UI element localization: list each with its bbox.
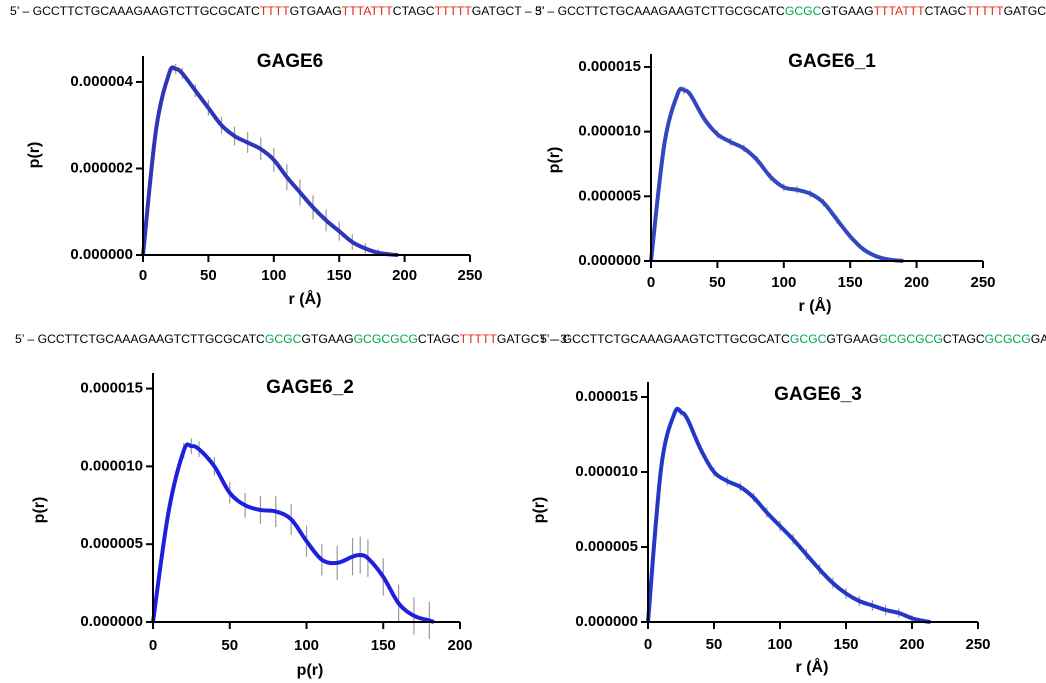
x-tick-label: 150 xyxy=(833,636,858,653)
chart: 5’ – GCCTTCTGCAAAGAAGTCTTGCGCATCGCGCGTGA… xyxy=(15,332,570,679)
sequence-segment: 5’ – GCCTTCTGCAAAGAAGTCTTGCGCATC xyxy=(535,4,785,18)
y-tick-label: 0.000004 xyxy=(70,73,133,90)
x-axis-label: r (Å) xyxy=(289,289,322,308)
sequence-segment: GCGCGCG xyxy=(879,332,943,346)
chart: 5’ – GCCTTCTGCAAAGAAGTCTTGCGCATCGCGCGTGA… xyxy=(535,4,1046,315)
x-tick-label: 0 xyxy=(149,637,157,654)
y-tick-label: 0.000015 xyxy=(578,58,641,75)
sequence-segment: GCGCG xyxy=(985,332,1031,346)
sequence-segment: GCGC xyxy=(790,332,827,346)
sequence-segment: TTTTT xyxy=(435,4,473,18)
x-tick-label: 100 xyxy=(771,274,796,291)
y-tick-label: 0.000015 xyxy=(80,380,143,397)
x-tick-label: 100 xyxy=(261,267,286,284)
x-tick-label: 50 xyxy=(709,274,726,291)
y-tick-label: 0.000010 xyxy=(80,457,143,474)
sequence-segment: CTAGC xyxy=(393,4,435,18)
sequence: 5’ – GCCTTCTGCAAAGAAGTCTTGCGCATCGCGCGTGA… xyxy=(15,332,570,346)
sequence-segment: 5’ – GCCTTCTGCAAAGAAGTCTTGCGCATC xyxy=(540,332,790,346)
y-tick-label: 0.000015 xyxy=(575,388,638,405)
sequence-segment: GATGCT – 3’ xyxy=(1031,332,1046,346)
x-tick-label: 100 xyxy=(294,637,319,654)
x-axis-label: r (Å) xyxy=(799,296,832,315)
y-axis-label: p(r) xyxy=(26,142,43,169)
x-tick-label: 0 xyxy=(139,267,147,284)
x-tick-label: 200 xyxy=(904,274,929,291)
sequence-segment: GCGC xyxy=(785,4,822,18)
chart: 5’ – GCCTTCTGCAAAGAAGTCTTGCGCATCGCGCGTGA… xyxy=(531,332,1046,676)
sequence: 5’ – GCCTTCTGCAAAGAAGTCTTGCGCATCGCGCGTGA… xyxy=(540,332,1046,346)
x-tick-label: 0 xyxy=(644,636,652,653)
x-tick-label: 200 xyxy=(447,637,472,654)
x-tick-label: 50 xyxy=(221,637,238,654)
y-tick-label: 0.000010 xyxy=(578,123,641,140)
x-tick-label: 150 xyxy=(327,267,352,284)
x-axis-label: r (Å) xyxy=(796,657,829,676)
sequence-segment: GATGCT – 3’ xyxy=(1004,4,1046,18)
sequence-segment: GCGCGCG xyxy=(354,332,418,346)
data-line xyxy=(141,65,399,257)
x-tick-label: 50 xyxy=(200,267,217,284)
chart-title: GAGE6_1 xyxy=(788,51,876,72)
sequence-segment: TTTATTT xyxy=(342,4,394,18)
sequence-segment: GCGC xyxy=(265,332,302,346)
sequence-segment: GTGAAG xyxy=(821,4,873,18)
x-tick-label: 200 xyxy=(899,636,924,653)
sequence: 5’ – GCCTTCTGCAAAGAAGTCTTGCGCATCTTTTGTGA… xyxy=(10,4,545,18)
data-line xyxy=(649,86,904,263)
chart: 5’ – GCCTTCTGCAAAGAAGTCTTGCGCATCTTTTGTGA… xyxy=(10,4,545,308)
x-tick-label: 250 xyxy=(965,636,990,653)
y-tick-label: 0.000000 xyxy=(80,613,143,630)
y-tick-label: 0.000000 xyxy=(578,252,641,269)
sequence-segment: GTGAAG xyxy=(290,4,342,18)
x-axis-label: p(r) xyxy=(297,662,324,679)
y-tick-label: 0.000000 xyxy=(575,613,638,630)
sequence-segment: GTGAAG xyxy=(826,332,878,346)
x-tick-label: 100 xyxy=(767,636,792,653)
y-tick-label: 0.000005 xyxy=(578,187,641,204)
sequence-segment: 5’ – GCCTTCTGCAAAGAAGTCTTGCGCATC xyxy=(15,332,265,346)
y-tick-label: 0.000005 xyxy=(80,535,143,552)
sequence-segment: GATGCT – 3’ xyxy=(497,332,570,346)
chart-title: GAGE6_2 xyxy=(266,377,354,398)
y-axis-label: p(r) xyxy=(546,147,563,174)
sequence-segment: TTTTT xyxy=(460,332,498,346)
sequence: 5’ – GCCTTCTGCAAAGAAGTCTTGCGCATCGCGCGTGA… xyxy=(535,4,1046,18)
x-tick-label: 150 xyxy=(371,637,396,654)
x-tick-label: 250 xyxy=(457,267,482,284)
x-tick-label: 50 xyxy=(706,636,723,653)
sequence-segment: TTTT xyxy=(260,4,290,18)
sequence-segment: CTAGC xyxy=(943,332,985,346)
sequence-segment: 5’ – GCCTTCTGCAAAGAAGTCTTGCGCATC xyxy=(10,4,260,18)
y-tick-label: 0.000010 xyxy=(575,463,638,480)
sequence-segment: CTAGC xyxy=(418,332,460,346)
sequence-segment: GATGCT – 3’ xyxy=(472,4,545,18)
x-tick-label: 0 xyxy=(647,274,655,291)
y-axis-label: p(r) xyxy=(531,497,548,524)
y-tick-label: 0.000002 xyxy=(70,159,133,176)
data-line xyxy=(151,442,435,624)
sequence-segment: GTGAAG xyxy=(301,332,353,346)
data-line xyxy=(646,406,931,624)
sequence-segment: TTTTT xyxy=(966,4,1004,18)
y-axis-label: p(r) xyxy=(31,497,48,524)
chart-title: GAGE6 xyxy=(257,51,324,72)
x-tick-label: 200 xyxy=(392,267,417,284)
y-tick-label: 0.000000 xyxy=(70,246,133,263)
x-tick-label: 150 xyxy=(838,274,863,291)
y-tick-label: 0.000005 xyxy=(575,538,638,555)
chart-title: GAGE6_3 xyxy=(774,384,862,405)
sequence-segment: TTTATTT xyxy=(874,4,926,18)
x-tick-label: 250 xyxy=(970,274,995,291)
sequence-segment: CTAGC xyxy=(925,4,967,18)
